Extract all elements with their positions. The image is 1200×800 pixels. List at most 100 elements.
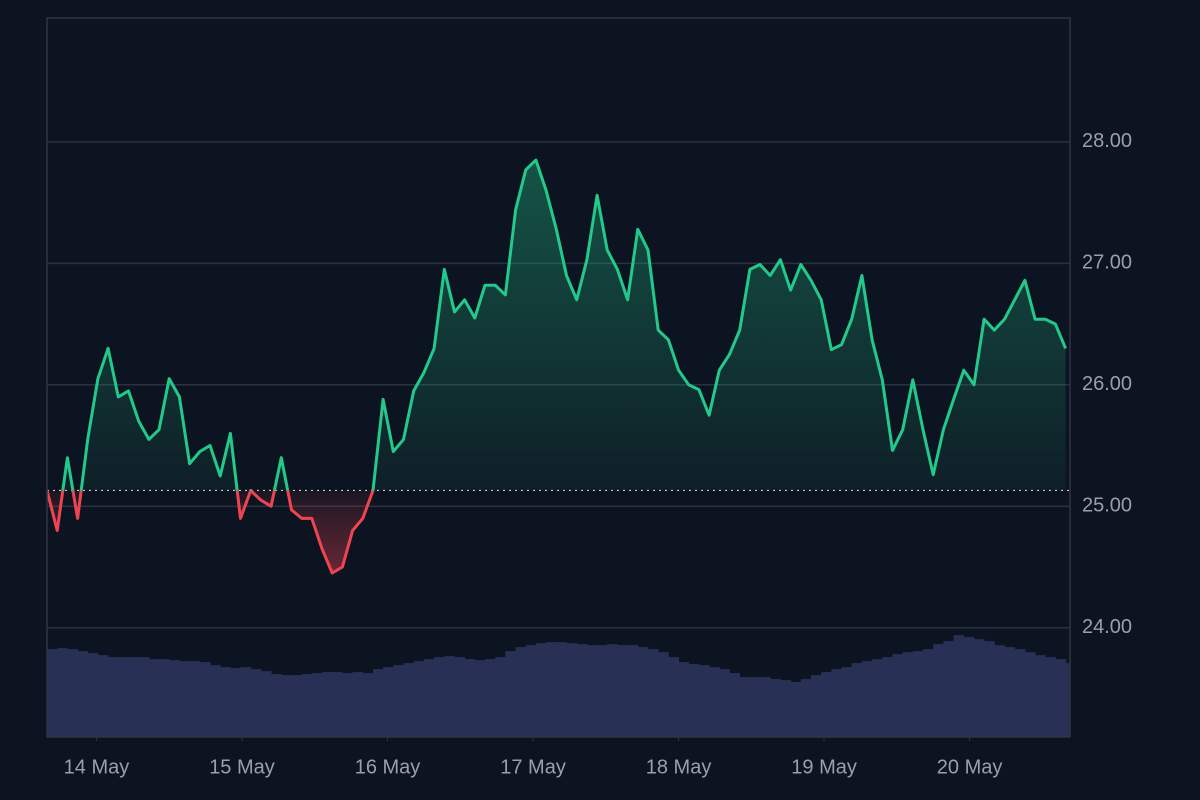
volume-bar xyxy=(495,657,506,737)
volume-bar xyxy=(423,659,435,737)
volume-layer xyxy=(47,635,1070,737)
volume-bar xyxy=(260,671,272,737)
x-tick-label: 19 May xyxy=(791,756,857,778)
volume-bar xyxy=(454,657,466,737)
volume-bar xyxy=(739,677,751,737)
volume-bar xyxy=(230,668,241,737)
volume-bar xyxy=(159,659,170,737)
volume-bar xyxy=(383,667,394,737)
volume-bar xyxy=(138,657,150,737)
volume-bar xyxy=(566,643,578,737)
volume-bar xyxy=(413,661,425,737)
volume-bar xyxy=(821,672,832,737)
y-tick-label: 28.00 xyxy=(1082,130,1132,152)
axis-labels: 24.00 25.00 26.00 27.00 28.00 14 May 15 May 16 … xyxy=(64,130,1132,778)
volume-bar xyxy=(546,642,557,737)
volume-bar xyxy=(169,660,180,737)
volume-bar xyxy=(271,674,282,737)
y-tick-label: 24.00 xyxy=(1082,616,1132,638)
volume-bar xyxy=(67,649,79,737)
x-tick-label: 20 May xyxy=(937,756,1003,778)
volume-bar xyxy=(912,651,924,737)
volume-bar xyxy=(179,661,191,737)
volume-bar xyxy=(933,644,944,737)
volume-bar xyxy=(851,663,863,737)
volume-bar xyxy=(240,667,252,737)
volume-bar xyxy=(882,657,893,737)
volume-bar xyxy=(709,667,720,737)
volume-bar xyxy=(434,657,445,737)
volume-bar xyxy=(668,657,679,737)
volume-bar xyxy=(923,649,934,737)
volume-bar xyxy=(525,645,537,737)
volume-bar xyxy=(77,651,89,737)
volume-bar xyxy=(800,679,812,737)
x-tick-label: 18 May xyxy=(646,756,712,778)
y-tick-label: 26.00 xyxy=(1082,373,1132,395)
volume-bar xyxy=(118,657,129,737)
volume-bar xyxy=(474,660,486,737)
volume-bar xyxy=(576,644,588,737)
volume-bar xyxy=(301,674,313,737)
volume-bar xyxy=(250,669,262,737)
price-area xyxy=(47,160,1066,573)
plot-border xyxy=(46,17,1071,738)
volume-bar xyxy=(892,654,904,737)
volume-bar xyxy=(841,667,853,737)
volume-bar xyxy=(984,641,995,737)
volume-bar xyxy=(47,649,58,737)
volume-bar xyxy=(1035,655,1046,737)
volume-bar xyxy=(698,665,710,737)
volume-bar xyxy=(372,669,384,737)
volume-bar xyxy=(647,649,659,737)
volume-bar xyxy=(97,655,109,737)
volume-bar xyxy=(1024,652,1036,737)
volume-bar xyxy=(199,662,211,737)
volume-bar xyxy=(209,665,221,737)
x-tick-label: 17 May xyxy=(500,756,566,778)
volume-bar xyxy=(1065,663,1070,737)
volume-bar xyxy=(902,652,914,737)
volume-bar xyxy=(760,677,771,737)
volume-bar xyxy=(362,673,374,737)
volume-bar xyxy=(831,669,842,737)
volume-bar xyxy=(464,659,476,737)
volume-bar xyxy=(57,648,68,737)
volume-bar xyxy=(597,645,608,737)
volume-bar xyxy=(556,642,567,737)
x-tick-label: 16 May xyxy=(355,756,421,778)
volume-bar xyxy=(403,663,415,737)
volume-bar xyxy=(729,673,741,737)
price-line xyxy=(47,158,1067,575)
volume-bar xyxy=(973,639,985,737)
volume-bar xyxy=(749,677,761,737)
volume-bar xyxy=(607,644,618,737)
volume-bar xyxy=(148,659,160,737)
volume-bar xyxy=(617,645,629,737)
volume-bar xyxy=(393,665,404,737)
volume-bar xyxy=(943,641,955,737)
volume-bar xyxy=(719,669,730,737)
volume-bar xyxy=(535,643,547,737)
volume-bar xyxy=(108,657,119,737)
volume-bar xyxy=(678,662,690,737)
volume-bar xyxy=(505,651,517,737)
volume-bar xyxy=(352,672,364,737)
volume-bar xyxy=(515,647,527,737)
volume-bar xyxy=(586,645,598,737)
volume-bar xyxy=(1014,649,1026,737)
volume-bar xyxy=(688,664,700,737)
volume-bar xyxy=(780,680,792,737)
volume-bar xyxy=(637,647,649,737)
volume-bar xyxy=(291,675,303,737)
volume-bar xyxy=(128,657,140,737)
volume-bar xyxy=(281,675,292,737)
volume-bar xyxy=(1004,647,1016,737)
volume-bar xyxy=(1045,657,1056,737)
volume-bar xyxy=(1055,659,1067,737)
volume-bar xyxy=(790,682,802,737)
x-tick-label: 15 May xyxy=(209,756,275,778)
y-tick-label: 25.00 xyxy=(1082,495,1132,517)
